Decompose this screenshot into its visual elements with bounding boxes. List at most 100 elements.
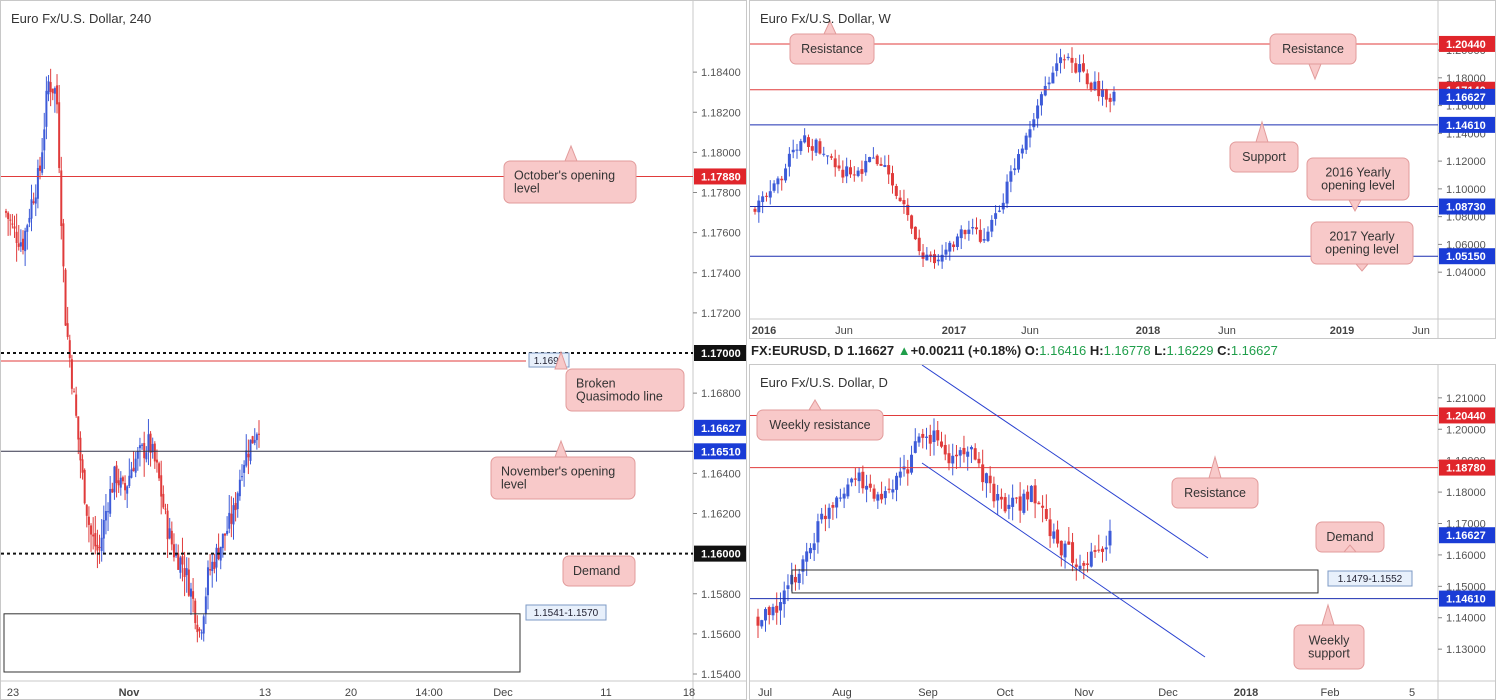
candle-body — [883, 165, 887, 167]
candle-body — [213, 561, 216, 569]
candle-body — [805, 551, 809, 562]
x-tick-label: Feb — [1321, 687, 1340, 699]
high-label: H: — [1089, 343, 1104, 358]
weekly-chart-panel[interactable]: 1.200001.180001.160001.140001.120001.100… — [749, 0, 1496, 339]
candle-body — [62, 223, 65, 267]
x-tick-label: Nov — [1074, 687, 1094, 699]
candle-body — [219, 546, 222, 561]
candle-body — [1011, 497, 1015, 507]
y-tick-label: 1.17400 — [701, 268, 741, 280]
candle-body — [932, 430, 936, 443]
annotation-text: opening level — [1321, 179, 1395, 193]
last-price: 1.16627 — [847, 343, 895, 358]
candle-body — [943, 444, 947, 455]
candle-body — [806, 137, 810, 147]
price-tag — [1439, 248, 1495, 265]
candle-body — [795, 149, 799, 151]
candle-body — [838, 497, 842, 499]
candle-body — [952, 244, 956, 248]
candle-body — [1104, 547, 1108, 550]
candle-body — [162, 493, 165, 508]
candle-body — [1101, 89, 1105, 97]
candle-body — [249, 439, 252, 461]
x-tick-label: Dec — [493, 687, 513, 699]
candle-body — [1097, 80, 1101, 97]
candle-body — [1056, 529, 1060, 544]
candle-body — [158, 463, 161, 479]
candle-body — [209, 569, 212, 571]
annotation-pointer — [1208, 455, 1222, 479]
candle-body — [32, 201, 35, 203]
candle-body — [41, 152, 44, 173]
candle-body — [1052, 531, 1056, 539]
symbol-label[interactable]: FX:EURUSD, D — [751, 343, 844, 358]
candle-body — [890, 173, 894, 186]
candle-body — [96, 544, 99, 551]
candle-body — [822, 153, 826, 155]
candle-body — [797, 573, 801, 583]
weekly-chart[interactable]: 1.200001.180001.160001.140001.120001.100… — [750, 1, 1496, 339]
candle-body — [841, 169, 845, 178]
annotation-text: Weekly — [1309, 634, 1351, 648]
y-tick-label: 1.04000 — [1446, 267, 1486, 279]
candle-body — [34, 197, 37, 204]
candle-body — [258, 433, 260, 435]
candle-body — [760, 620, 764, 627]
price-tag — [1439, 459, 1495, 476]
candle-body — [28, 217, 31, 223]
price-tag — [1439, 527, 1495, 544]
annotation-pointer — [808, 399, 822, 411]
candle-body — [90, 525, 93, 535]
candle-body — [1028, 129, 1032, 138]
candle-body — [962, 447, 966, 455]
price-tag — [1439, 35, 1495, 52]
daily-chart-panel[interactable]: 1.210001.200001.190001.180001.170001.160… — [749, 364, 1496, 700]
candle-body — [827, 507, 831, 519]
candle-body — [1089, 82, 1093, 90]
price-tag — [694, 545, 746, 562]
candle-body — [879, 163, 883, 166]
candle-body — [871, 157, 875, 159]
candle-body — [1005, 181, 1009, 204]
y-tick-label: 1.14000 — [1446, 613, 1486, 625]
daily-chart[interactable]: 1.210001.200001.190001.180001.170001.160… — [750, 365, 1496, 700]
candle-body — [808, 547, 812, 554]
candle-body — [1108, 530, 1112, 546]
candle-body — [939, 441, 943, 447]
candle-body — [75, 394, 78, 416]
price-tag — [1439, 116, 1495, 133]
candle-body — [153, 443, 156, 462]
candle-body — [102, 520, 105, 539]
candle-body — [87, 516, 90, 525]
candle-body — [164, 508, 167, 510]
candle-body — [845, 166, 849, 177]
candle-body — [1013, 168, 1017, 171]
candle-body — [66, 323, 69, 337]
candle-body — [160, 475, 163, 497]
annotation-text: Broken — [576, 377, 616, 391]
annotation-pointer — [1308, 63, 1322, 81]
candle-body — [984, 473, 988, 484]
candle-body — [848, 167, 852, 175]
candle-body — [951, 455, 955, 464]
candle-body — [1014, 497, 1018, 499]
x-tick-label: 2016 — [752, 325, 776, 337]
candle-body — [925, 254, 929, 261]
candle-body — [833, 158, 837, 168]
low-value: 1.16229 — [1166, 343, 1214, 358]
candle-body — [929, 254, 933, 257]
candle-body — [1043, 85, 1047, 96]
candle-body — [966, 451, 970, 457]
h4-chart[interactable]: 1.18400 1.18200 1.18000 1.17800 1.17600 1.174… — [1, 1, 747, 700]
candle-body — [772, 183, 776, 191]
candle-body — [45, 90, 48, 127]
high-value: 1.16778 — [1103, 343, 1151, 358]
candle-body — [1093, 550, 1097, 552]
h4-chart-panel[interactable]: 1.18400 1.18200 1.18000 1.17800 1.17600 1.174… — [0, 0, 747, 700]
candle-body — [831, 505, 835, 508]
candle-body — [1101, 548, 1105, 552]
candle-body — [1108, 97, 1112, 102]
price-tag — [694, 345, 746, 361]
candle-body — [211, 561, 214, 571]
annotation-pointer — [1354, 263, 1370, 272]
